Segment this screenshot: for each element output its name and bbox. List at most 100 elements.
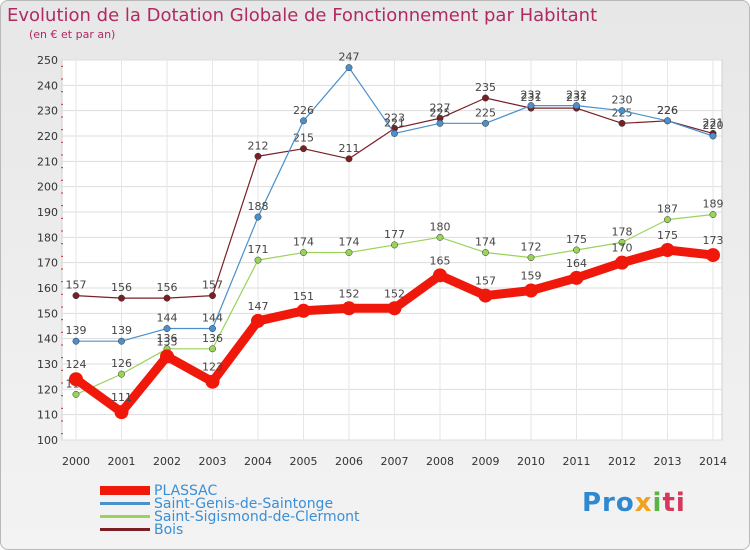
- data-point: [345, 64, 353, 72]
- y-tick-label: 240: [37, 79, 58, 92]
- x-tick-label: 2007: [381, 455, 409, 468]
- data-point: [391, 241, 398, 249]
- legend-item: PLASSAC: [100, 482, 360, 499]
- logo-part: x: [634, 488, 653, 518]
- data-point: [300, 145, 307, 153]
- data-label: 220: [703, 119, 724, 132]
- x-tick-label: 2012: [608, 455, 636, 468]
- data-point: [664, 216, 671, 224]
- legend-item: Saint-Genis-de-Saintonge: [100, 495, 360, 512]
- proxiti-logo: Proxiti: [582, 488, 686, 518]
- data-label: 124: [66, 358, 87, 371]
- data-label: 170: [612, 242, 633, 255]
- data-label: 136: [202, 332, 223, 345]
- data-point: [615, 255, 629, 270]
- legend-label: Saint-Sigismond-de-Clermont: [154, 508, 360, 525]
- data-label: 152: [384, 287, 405, 300]
- data-point: [72, 292, 80, 300]
- data-label: 177: [384, 228, 405, 241]
- legend-item: Saint-Sigismond-de-Clermont: [100, 508, 360, 525]
- data-point: [527, 254, 535, 262]
- legend-swatch: [100, 515, 150, 518]
- data-label: 225: [430, 106, 451, 119]
- y-tick-label: 120: [37, 383, 58, 396]
- data-point: [254, 213, 262, 221]
- data-point: [387, 301, 402, 316]
- plot-area: [61, 59, 723, 441]
- legend-swatch: [100, 486, 150, 495]
- chart-subtitle: (en € et par an): [29, 28, 116, 41]
- data-point: [482, 249, 489, 256]
- data-point: [251, 313, 265, 328]
- data-label: 123: [202, 361, 223, 374]
- data-label: 215: [293, 132, 314, 145]
- data-point: [618, 119, 626, 127]
- data-label: 144: [157, 312, 178, 325]
- data-point: [300, 117, 307, 125]
- data-label: 226: [657, 104, 678, 117]
- x-tick-label: 2009: [472, 455, 500, 468]
- data-point: [618, 107, 626, 115]
- logo-part: i: [652, 488, 663, 518]
- data-point: [433, 268, 447, 283]
- data-label: 189: [703, 198, 724, 211]
- x-tick-label: 2001: [108, 455, 136, 468]
- data-point: [163, 325, 171, 332]
- data-label: 139: [111, 324, 132, 337]
- x-tick-label: 2013: [654, 455, 682, 468]
- data-point: [482, 94, 489, 102]
- y-tick-label: 110: [37, 409, 58, 422]
- data-point: [436, 233, 444, 241]
- x-tick-label: 2004: [244, 455, 272, 468]
- data-label: 147: [248, 300, 269, 313]
- legend-label: PLASSAC: [154, 482, 218, 499]
- y-tick-label: 180: [37, 231, 58, 244]
- data-label: 144: [202, 312, 223, 325]
- x-tick-label: 2011: [563, 455, 591, 468]
- data-point: [706, 248, 720, 263]
- legend: PLASSAC Saint-Genis-de-Saintonge Saint-Sig…: [100, 482, 360, 538]
- data-label: 157: [475, 275, 496, 288]
- logo-part: ti: [662, 488, 686, 518]
- legend-label: Saint-Genis-de-Saintonge: [154, 495, 334, 512]
- data-point: [296, 303, 311, 318]
- data-label: 174: [475, 236, 496, 249]
- data-point: [709, 211, 717, 218]
- data-point: [160, 349, 174, 364]
- y-tick-label: 140: [37, 333, 58, 346]
- data-point: [436, 119, 444, 127]
- data-point: [72, 390, 80, 398]
- data-label: 111: [111, 391, 132, 404]
- data-label: 126: [111, 357, 132, 370]
- data-label: 230: [612, 94, 633, 107]
- data-point: [524, 283, 538, 298]
- data-label: 223: [384, 111, 405, 124]
- data-label: 152: [339, 287, 360, 300]
- legend-swatch: [100, 528, 150, 531]
- data-label: 226: [657, 104, 678, 117]
- legend-item: Bois: [100, 521, 360, 538]
- y-tick-label: 170: [37, 257, 58, 270]
- data-point: [163, 294, 171, 302]
- y-tick-label: 200: [37, 181, 58, 194]
- data-label: 226: [293, 104, 314, 117]
- data-label: 136: [157, 332, 178, 345]
- data-label: 139: [66, 324, 87, 337]
- data-label: 133: [157, 335, 178, 348]
- data-point: [573, 246, 580, 254]
- x-tick-label: 2005: [290, 455, 318, 468]
- y-tick-label: 250: [37, 54, 58, 67]
- data-point: [69, 372, 83, 387]
- data-label: 232: [566, 89, 587, 102]
- x-tick-label: 2006: [335, 455, 363, 468]
- data-label: 165: [430, 254, 451, 267]
- legend-label: Bois: [154, 521, 184, 538]
- data-point: [209, 292, 216, 300]
- x-tick-label: 2010: [517, 455, 545, 468]
- data-point: [300, 249, 307, 256]
- data-label: 188: [248, 200, 269, 213]
- data-point: [118, 337, 125, 345]
- x-tick-label: 2002: [153, 455, 181, 468]
- data-label: 171: [248, 243, 269, 256]
